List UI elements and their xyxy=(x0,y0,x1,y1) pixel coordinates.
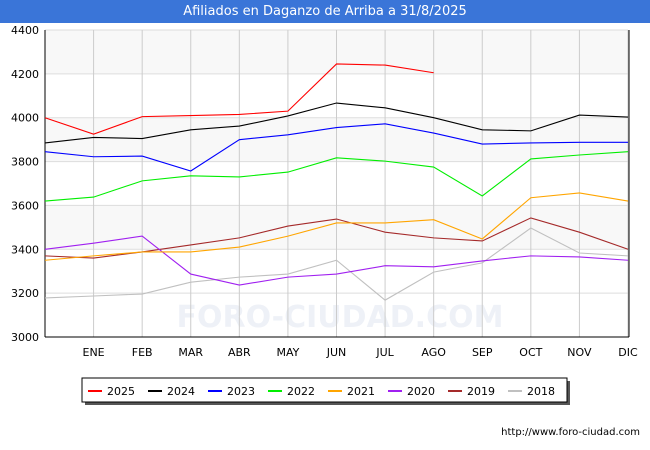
series-line-2018 xyxy=(44,227,629,301)
chart-title: Afiliados en Daganzo de Arriba a 31/8/20… xyxy=(0,0,650,23)
y-tick-label: 3200 xyxy=(11,287,39,300)
series-line-2023 xyxy=(44,123,628,172)
series-line-2021 xyxy=(44,192,629,261)
x-tick-label: MAR xyxy=(178,346,203,359)
y-tick-label: 3800 xyxy=(11,156,39,169)
y-tick-label: 4000 xyxy=(11,112,39,125)
x-tick-label: OCT xyxy=(519,346,542,359)
x-tick-label: ENE xyxy=(83,346,105,359)
legend-label: 2022 xyxy=(287,385,315,398)
x-tick-label: ABR xyxy=(228,346,251,359)
y-tick-label: 4200 xyxy=(11,68,39,81)
source-url[interactable]: http://www.foro-ciudad.com xyxy=(501,427,640,438)
legend-label: 2025 xyxy=(107,385,135,398)
series-line-2025 xyxy=(44,63,434,135)
x-tick-label: FEB xyxy=(132,346,153,359)
x-tick-label: NOV xyxy=(567,346,592,359)
legend-label: 2021 xyxy=(347,385,375,398)
legend-label: 2023 xyxy=(227,385,255,398)
x-tick-label: AGO xyxy=(421,346,446,359)
x-tick-label: JUN xyxy=(326,346,347,359)
legend-label: 2019 xyxy=(467,385,495,398)
legend-label: 2024 xyxy=(167,385,195,398)
series-line-2024 xyxy=(44,102,629,144)
x-tick-label: JUL xyxy=(375,346,394,359)
y-tick-label: 3000 xyxy=(11,331,39,344)
x-tick-label: DIC xyxy=(618,346,638,359)
series-line-2022 xyxy=(44,151,629,202)
y-tick-label: 3600 xyxy=(11,199,39,212)
y-tick-label: 3400 xyxy=(11,243,39,256)
watermark: FORO-CIUDAD.COM xyxy=(177,300,504,335)
legend-label: 2018 xyxy=(527,385,555,398)
x-tick-label: MAY xyxy=(276,346,299,359)
y-tick-label: 4400 xyxy=(11,24,39,37)
x-tick-label: SEP xyxy=(472,346,493,359)
legend-label: 2020 xyxy=(407,385,435,398)
series-line-2020 xyxy=(44,235,629,286)
legend xyxy=(81,377,568,403)
